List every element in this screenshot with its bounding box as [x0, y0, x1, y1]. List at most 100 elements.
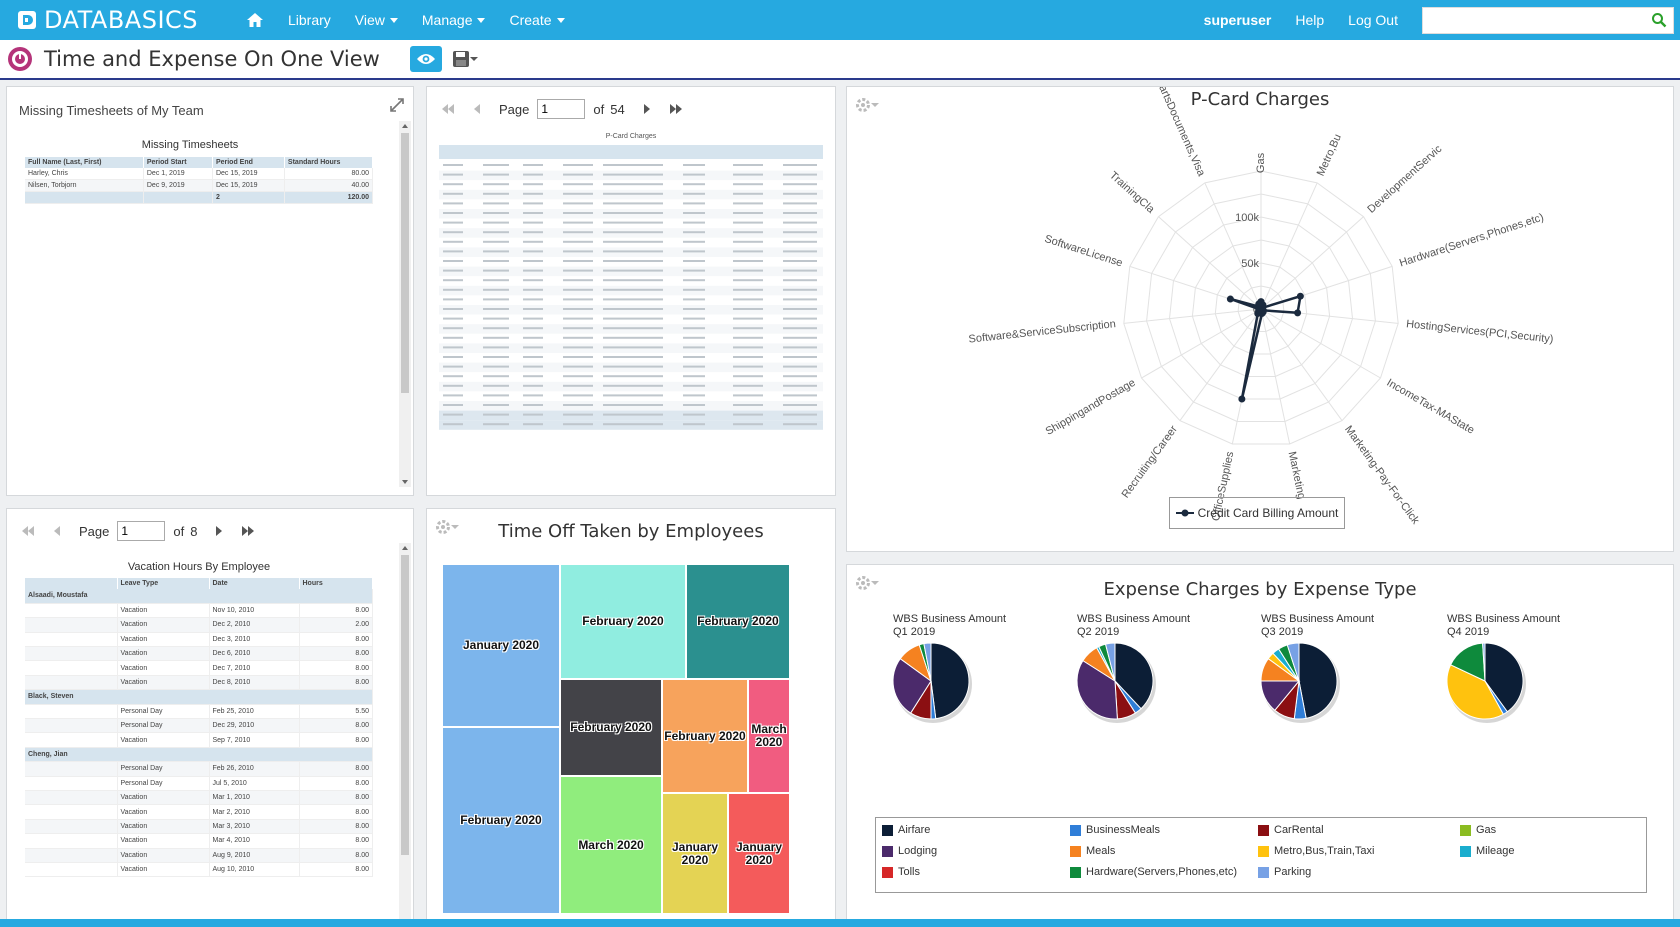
- legend-item[interactable]: Metro,Bus,Train,Taxi: [1258, 845, 1374, 857]
- treemap-cell[interactable]: February 2020: [662, 679, 748, 793]
- data-point[interactable]: [1238, 395, 1246, 403]
- data-point[interactable]: [1296, 292, 1304, 300]
- nav-library[interactable]: Library: [288, 12, 331, 28]
- legend-item[interactable]: Gas: [1460, 824, 1496, 836]
- vertical-scrollbar[interactable]: [399, 121, 411, 487]
- pie-slice[interactable]: [1482, 642, 1486, 682]
- thumb-text: [783, 279, 817, 282]
- last-page-button[interactable]: [241, 525, 255, 537]
- nav-view[interactable]: View: [355, 12, 398, 28]
- thumb-text: [733, 384, 763, 387]
- legend-item[interactable]: Hardware(Servers,Phones,etc): [1070, 866, 1237, 878]
- thumb-text: [733, 327, 763, 330]
- treemap-cell[interactable]: February 2020: [686, 564, 790, 679]
- legend-marker-icon: [1175, 509, 1194, 517]
- legend-item[interactable]: CarRental: [1258, 824, 1324, 836]
- cell: Vacation: [117, 632, 210, 648]
- vacation-panel: Page of 8 Vacation Hours By Employee Lea…: [6, 508, 414, 920]
- treemap-cell[interactable]: January 2020: [442, 564, 560, 727]
- treemap-cell[interactable]: February 2020: [560, 679, 662, 776]
- page-input[interactable]: [537, 99, 586, 119]
- save-icon: [452, 51, 469, 67]
- page-input[interactable]: [117, 521, 166, 541]
- scroll-down-icon[interactable]: [399, 477, 411, 487]
- search-icon[interactable]: [1651, 12, 1667, 28]
- pie-slice[interactable]: [1076, 659, 1118, 720]
- save-menu-button[interactable]: [452, 50, 478, 68]
- legend-item[interactable]: BusinessMeals: [1070, 824, 1160, 836]
- first-page-button[interactable]: [441, 103, 455, 115]
- logout-link[interactable]: Log Out: [1348, 12, 1398, 28]
- treemap-cell[interactable]: February 2020: [560, 564, 686, 679]
- scrollbar-thumb[interactable]: [401, 555, 409, 855]
- pie-slice[interactable]: [923, 642, 932, 682]
- data-point[interactable]: [1226, 295, 1234, 303]
- treemap-cell[interactable]: February 2020: [442, 727, 560, 914]
- thumb-text: [443, 202, 463, 205]
- thumb-text: [733, 298, 763, 301]
- legend-item[interactable]: Lodging: [882, 845, 937, 857]
- thumb-text: [563, 365, 593, 368]
- scroll-up-icon[interactable]: [399, 543, 411, 553]
- chart-settings-button[interactable]: [855, 575, 879, 591]
- treemap-cell[interactable]: January 2020: [662, 793, 728, 914]
- brand-logo[interactable]: DATABASICS: [16, 6, 226, 34]
- legend-item[interactable]: Mileage: [1460, 845, 1515, 857]
- thumb-text: [603, 356, 663, 358]
- pie-slice[interactable]: [1286, 642, 1300, 682]
- legend-item[interactable]: Meals: [1070, 845, 1115, 857]
- thumb-text: [603, 384, 663, 387]
- thumb-text: [683, 260, 705, 262]
- thumb-text: [523, 260, 543, 262]
- scrollbar-thumb[interactable]: [401, 133, 409, 393]
- user-name[interactable]: superuser: [1203, 12, 1272, 28]
- thumb-text: [443, 221, 463, 224]
- view-mode-button[interactable]: [409, 46, 442, 72]
- thumb-text: [603, 288, 663, 291]
- last-page-button[interactable]: [669, 103, 683, 115]
- treemap-cell[interactable]: January 2020: [728, 793, 790, 914]
- data-point[interactable]: [1255, 300, 1263, 308]
- chart-settings-button[interactable]: [435, 519, 459, 535]
- thumb-text: [483, 164, 509, 166]
- next-page-button[interactable]: [215, 525, 223, 537]
- pie-slice[interactable]: [1298, 642, 1338, 719]
- expand-icon[interactable]: [389, 97, 405, 113]
- legend-item[interactable]: Airfare: [882, 824, 930, 836]
- next-page-button[interactable]: [643, 103, 651, 115]
- pie-slice[interactable]: [1104, 642, 1116, 682]
- chart-legend[interactable]: Credit Card Billing Amount: [1169, 497, 1345, 529]
- pie-slice[interactable]: [1446, 664, 1504, 720]
- treemap-cell[interactable]: March 2020: [560, 776, 662, 914]
- first-page-button[interactable]: [21, 525, 35, 537]
- nav-manage[interactable]: Manage: [422, 12, 486, 28]
- treemap-cell[interactable]: March 2020: [748, 679, 790, 793]
- legend-item[interactable]: Parking: [1258, 866, 1311, 878]
- prev-page-button[interactable]: [473, 103, 481, 115]
- search-input[interactable]: [1423, 7, 1643, 33]
- pie-slice[interactable]: [1484, 642, 1524, 713]
- thumb-text: [783, 260, 817, 262]
- pie-slice[interactable]: [1114, 642, 1154, 710]
- pie-slice[interactable]: [930, 642, 970, 720]
- pie-slice[interactable]: [892, 657, 932, 714]
- thumb-text: [603, 173, 663, 176]
- chart-settings-button[interactable]: [855, 97, 879, 113]
- cell: Feb 26, 2010: [209, 761, 300, 777]
- cell: Vacation: [117, 848, 210, 863]
- thumb-text: [483, 173, 509, 176]
- cell: Vacation: [117, 804, 210, 820]
- scroll-up-icon[interactable]: [399, 121, 411, 131]
- legend-item[interactable]: Tolls: [882, 866, 920, 878]
- treemap-label: February 2020: [570, 720, 652, 734]
- data-point[interactable]: [1294, 309, 1302, 317]
- nav-create[interactable]: Create: [509, 12, 565, 28]
- thumb-text: [443, 212, 463, 214]
- cell: Personal Day: [117, 761, 210, 777]
- help-link[interactable]: Help: [1295, 12, 1325, 28]
- group-row: Black, Steven: [25, 689, 373, 705]
- vertical-scrollbar[interactable]: [399, 543, 411, 919]
- prev-page-button[interactable]: [53, 525, 61, 537]
- home-button[interactable]: [246, 11, 264, 29]
- thumb-text: [783, 221, 817, 224]
